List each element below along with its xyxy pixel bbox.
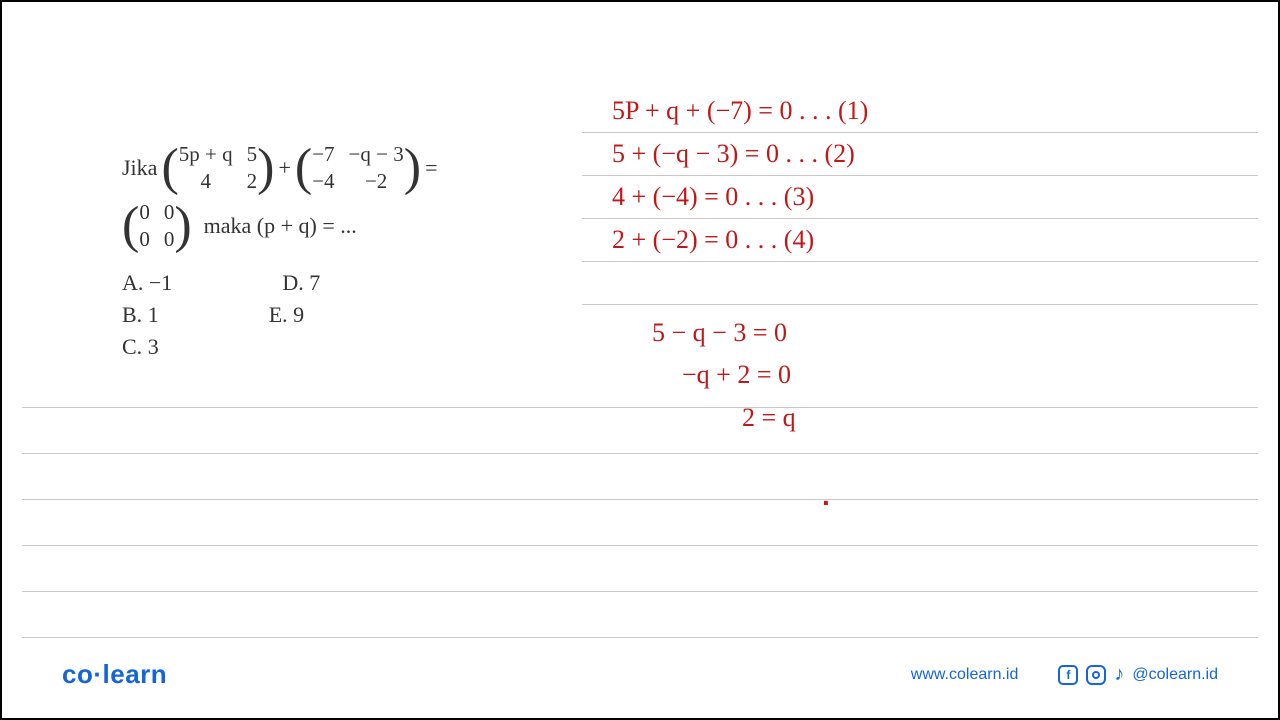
option-e: E. 9 — [269, 302, 304, 328]
equals-op: = — [425, 155, 437, 181]
brand-logo: co·learn — [62, 659, 167, 690]
matrix-2: ( −7 −q − 3 −4 −2 ) — [295, 142, 421, 194]
website-link[interactable]: www.colearn.id — [911, 666, 1019, 684]
plus-op: + — [278, 155, 290, 181]
footer-bar: co·learn www.colearn.id f ♪ @colearn.id — [62, 659, 1218, 690]
option-d: D. 7 — [282, 270, 320, 296]
answer-options: A. −1 D. 7 B. 1 E. 9 C. 3 — [122, 270, 552, 360]
handwritten-solution: 5P + q + (−7) = 0 . . . (1) 5 + (−q − 3)… — [612, 90, 1212, 440]
option-a: A. −1 — [122, 270, 172, 296]
question-suffix: maka (p + q) = ... — [204, 213, 357, 239]
matrix-3: ( 0 0 0 0 ) — [122, 200, 192, 252]
matrix-1: ( 5p + q 5 4 2 ) — [161, 142, 274, 194]
hand-line-1: 5P + q + (−7) = 0 . . . (1) — [612, 90, 1212, 133]
hand-line-3: 4 + (−4) = 0 . . . (3) — [612, 176, 1212, 219]
hand-line-6: −q + 2 = 0 — [612, 354, 1212, 397]
hand-line-5: 5 − q − 3 = 0 — [612, 312, 1212, 355]
social-handle: @colearn.id — [1132, 666, 1218, 684]
hand-line-2: 5 + (−q − 3) = 0 . . . (2) — [612, 133, 1212, 176]
question-block: Jika ( 5p + q 5 4 2 ) + ( −7 −q − 3 −4 −… — [122, 142, 552, 366]
hand-line-4: 2 + (−2) = 0 . . . (4) — [612, 219, 1212, 262]
option-b: B. 1 — [122, 302, 159, 328]
question-prefix: Jika — [122, 155, 157, 181]
option-c: C. 3 — [122, 334, 159, 360]
tiktok-icon[interactable]: ♪ — [1114, 663, 1124, 686]
facebook-icon[interactable]: f — [1058, 665, 1078, 685]
social-icons: f ♪ @colearn.id — [1058, 663, 1218, 686]
instagram-icon[interactable] — [1086, 665, 1106, 685]
handwritten-dot: . — [822, 480, 830, 512]
page-frame: Jika ( 5p + q 5 4 2 ) + ( −7 −q − 3 −4 −… — [22, 12, 1258, 708]
hand-line-7: 2 = q — [612, 397, 1212, 440]
